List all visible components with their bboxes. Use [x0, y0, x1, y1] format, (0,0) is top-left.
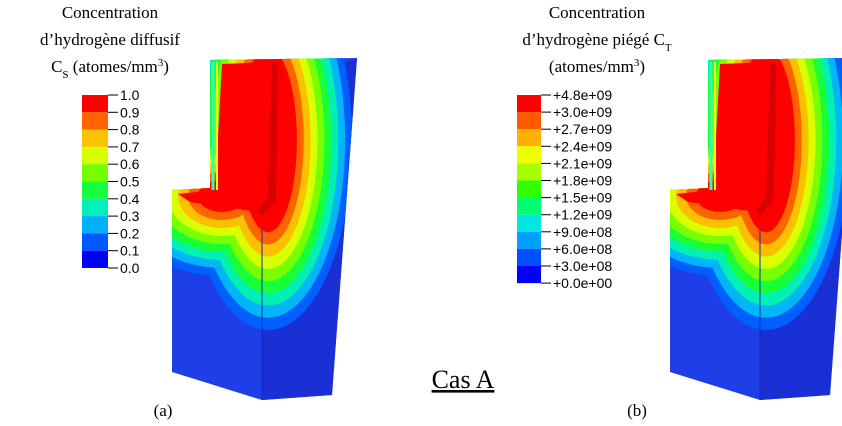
legend-label: 0.4: [120, 191, 140, 207]
legend-label: 0.5: [120, 174, 140, 190]
legend-swatch: [82, 233, 108, 251]
legend-label: 0.7: [120, 139, 140, 155]
legend-title: Concentration: [549, 3, 646, 22]
legend-swatch: [517, 266, 541, 284]
legend-swatch: [517, 231, 541, 249]
legend-swatch: [517, 214, 541, 232]
legend-label: +1.2e+09: [553, 207, 612, 223]
legend-label: 0.8: [120, 122, 140, 138]
legend-swatch: [517, 180, 541, 198]
legend-label: 0.1: [120, 243, 140, 259]
legend-swatch: [517, 248, 541, 266]
legend-label: +2.7e+09: [553, 121, 612, 137]
legend-swatch: [82, 164, 108, 182]
legend-swatch: [517, 112, 541, 130]
title-segment: S: [62, 69, 68, 81]
legend-swatch: [82, 112, 108, 130]
legend-label: +9.0e+08: [553, 224, 612, 240]
legend-swatch: [82, 198, 108, 217]
title-segment: ): [163, 57, 169, 76]
legend-label: 0.9: [120, 104, 140, 120]
legend-title: CS (atomes/mm3): [51, 57, 169, 81]
legend-swatch: [82, 95, 108, 113]
legend-title: (atomes/mm3): [549, 57, 645, 76]
panel-caption: (a): [154, 401, 173, 420]
contour-core: [178, 62, 272, 212]
legend-swatch: [82, 146, 108, 165]
legend-label: +0.0e+00: [553, 275, 612, 291]
title-segment: d’hydrogène piégé C: [522, 30, 665, 49]
legend-swatch: [82, 181, 108, 199]
legend-title: Concentration: [62, 3, 159, 22]
title-segment: Concentration: [549, 3, 646, 22]
legend-label: +2.4e+09: [553, 138, 612, 154]
legend-label: 0.3: [120, 208, 140, 224]
contour-core-side: [756, 62, 776, 216]
legend-label: 1.0: [120, 87, 140, 103]
legend-swatch: [82, 250, 108, 268]
legend-label: +2.1e+09: [553, 155, 612, 171]
title-segment: 3: [158, 57, 164, 69]
legend-swatch: [517, 146, 541, 164]
title-segment: ): [639, 57, 645, 76]
title-segment: 3: [634, 57, 640, 69]
legend-label: 0.2: [120, 225, 140, 241]
legend-swatch: [517, 197, 541, 215]
legend-label: +3.0e+08: [553, 258, 612, 274]
contour-core-side: [258, 62, 278, 216]
contour-core: [676, 62, 770, 212]
contour-model: [670, 58, 842, 400]
title-segment: C: [51, 57, 62, 76]
legend-swatch: [517, 163, 541, 181]
legend-label: +4.8e+09: [553, 87, 612, 103]
legend-swatch: [517, 129, 541, 147]
panel-caption: (b): [627, 401, 647, 420]
title-segment: (atomes/mm: [549, 57, 634, 76]
title-segment: Concentration: [62, 3, 159, 22]
legend-label: +6.0e+08: [553, 241, 612, 257]
legend-label: 0.0: [120, 260, 140, 276]
legend-title: d’hydrogène diffusif: [40, 30, 180, 49]
legend-swatch: [82, 129, 108, 147]
legend-label: +3.0e+09: [553, 104, 612, 120]
legend-label: +1.5e+09: [553, 190, 612, 206]
legend-title: d’hydrogène piégé CT: [522, 30, 672, 54]
legend-swatch: [517, 95, 541, 113]
legend-swatch: [82, 216, 108, 234]
title-segment: d’hydrogène diffusif: [40, 30, 180, 49]
title-segment: T: [665, 42, 672, 54]
legend-label: +1.8e+09: [553, 173, 612, 189]
title-segment: (atomes/mm: [69, 57, 158, 76]
case-label: Cas A: [432, 365, 495, 394]
legend-label: 0.6: [120, 156, 140, 172]
